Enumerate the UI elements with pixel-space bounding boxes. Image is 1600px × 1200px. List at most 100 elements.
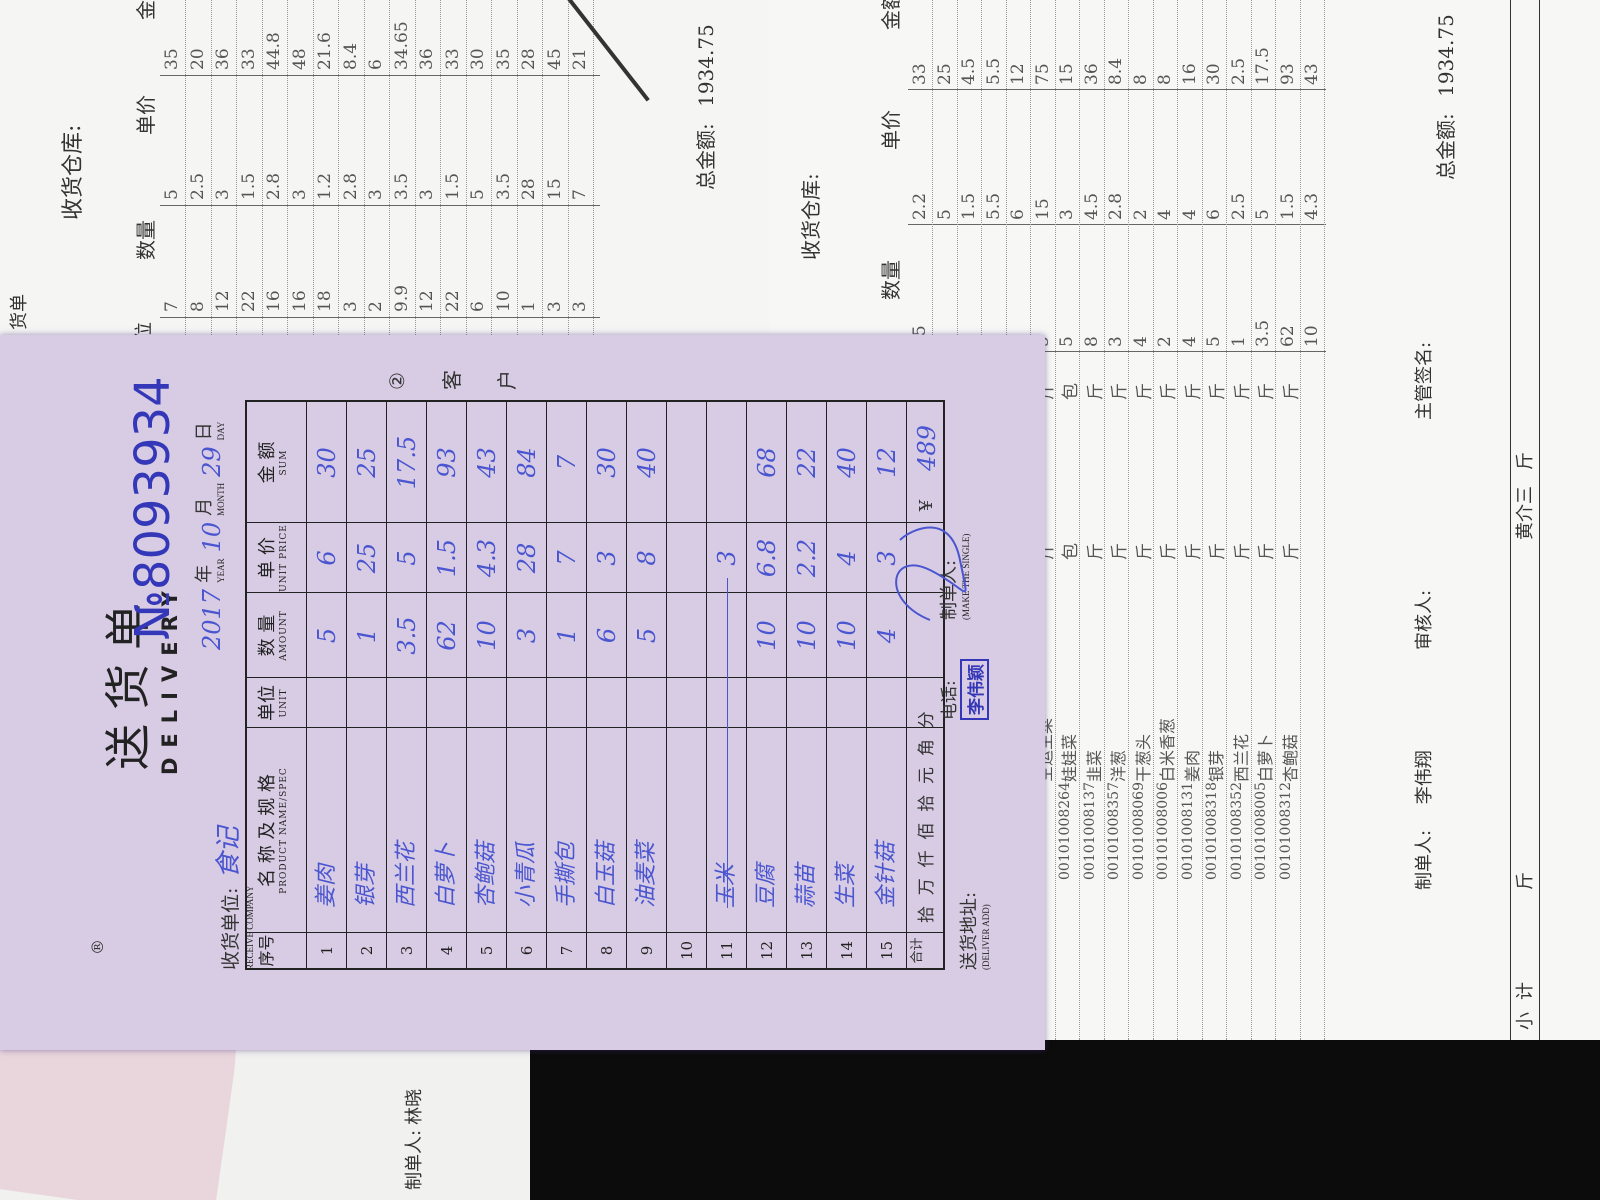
right-maker-label: 制单人: bbox=[1414, 829, 1435, 890]
left-row-price: 3 bbox=[417, 189, 437, 200]
row-no: 12 bbox=[758, 940, 776, 961]
row-sum: 25 bbox=[353, 447, 381, 478]
right-row-qty: 4 bbox=[1179, 336, 1200, 347]
address-label: 送货地址: bbox=[959, 891, 980, 970]
right-row-code: 00101008264 bbox=[1057, 782, 1073, 880]
table-row: 9 油麦菜 5 8 40 bbox=[627, 402, 667, 968]
left-row-divider bbox=[593, 0, 594, 340]
right-row-unit-2: 斤 bbox=[1257, 383, 1277, 400]
row-name: 蒜苗 bbox=[794, 863, 819, 908]
lower-maker: 制单人: 林晓 bbox=[400, 1089, 426, 1190]
left-row-price: 15 bbox=[544, 178, 565, 200]
right-maker: 制单人: 李伟翔 bbox=[1410, 750, 1436, 890]
right-row-code: 00101008131 bbox=[1179, 782, 1196, 880]
left-row-amount: 8.4 bbox=[340, 42, 361, 70]
right-row-price: 3 bbox=[1057, 209, 1077, 220]
table-row: 12 豆腐 10 6.8 68 bbox=[747, 402, 787, 968]
row-qty: 62 bbox=[433, 620, 461, 651]
left-row-amount: 21 bbox=[570, 48, 590, 70]
right-row-unit: 斤 bbox=[1134, 543, 1155, 560]
header-price: 单 价 UNIT PRICE bbox=[257, 524, 289, 592]
table-row: 4 白萝卜 62 1.5 93 bbox=[427, 402, 467, 968]
left-row-qty: 16 bbox=[264, 290, 284, 312]
row-sum: 84 bbox=[513, 447, 541, 478]
right-row-price: 2.8 bbox=[1106, 192, 1126, 220]
right-header-amount: 金额 bbox=[879, 0, 903, 30]
left-row-price: 3 bbox=[289, 189, 310, 200]
right-row-amount: 16 bbox=[1179, 63, 1200, 85]
right-row-unit: 斤 bbox=[1208, 543, 1228, 560]
footer-ji: 计 bbox=[1515, 982, 1536, 1000]
right-row-qty: 1 bbox=[1228, 336, 1249, 347]
right-row-price: 4.5 bbox=[1081, 192, 1102, 220]
row-sum bbox=[667, 402, 707, 523]
left-row-divider bbox=[338, 0, 339, 340]
row-price: 2.2 bbox=[793, 538, 821, 578]
right-row-unit: 斤 bbox=[1159, 543, 1179, 560]
header-name: 名 称 及 规 格 PRODUCT NAME/SPEC bbox=[257, 767, 289, 894]
slip-date: 2017 年 YEAR 10 月 MONTH 29 日 DAY bbox=[190, 422, 226, 650]
right-row-qty: 3.5 bbox=[1253, 319, 1273, 347]
left-row-amount: 33 bbox=[238, 48, 259, 70]
right-row-qty: 5 bbox=[1204, 336, 1224, 347]
right-total-value: 1934.75 bbox=[1434, 14, 1458, 97]
right-row-divider bbox=[1226, 0, 1227, 1040]
right-row-price: 4.3 bbox=[1302, 192, 1322, 220]
right-row-amount: 75 bbox=[1032, 63, 1053, 85]
left-row-qty: 2 bbox=[366, 301, 386, 312]
right-row-name: 西兰花 bbox=[1231, 733, 1251, 782]
left-row-price: 3 bbox=[213, 189, 233, 200]
right-row-unit-2: 斤 bbox=[1159, 383, 1179, 400]
left-header-qty: 数量 bbox=[134, 220, 158, 260]
left-warehouse-label: 收货仓库: bbox=[61, 124, 86, 220]
left-row-amount: 34.65 bbox=[391, 21, 412, 70]
row-no: 3 bbox=[398, 945, 416, 956]
footer-unit-2: 斤 bbox=[1515, 452, 1536, 470]
left-row-price: 1.5 bbox=[238, 172, 259, 200]
left-row-amount: 33 bbox=[442, 48, 463, 70]
right-row-amount: 17.5 bbox=[1253, 47, 1273, 85]
left-row-divider bbox=[312, 0, 314, 340]
date-day-label: 日 DAY bbox=[194, 421, 226, 441]
address-en: (DELIVER ADD) bbox=[981, 904, 991, 970]
left-row-qty: 8 bbox=[187, 301, 208, 312]
right-row-code: 00101008006 bbox=[1155, 782, 1171, 880]
footer-name: 黄介三 bbox=[1515, 486, 1536, 540]
left-row-price: 2.8 bbox=[340, 172, 361, 200]
footer-unit: 斤 bbox=[1515, 872, 1536, 890]
row-no: 4 bbox=[438, 945, 456, 956]
row-name: 白萝卜 bbox=[434, 841, 459, 908]
row-no: 13 bbox=[798, 940, 816, 961]
row-sum: 40 bbox=[833, 447, 861, 478]
right-row-divider bbox=[1275, 0, 1276, 1040]
row-no: 15 bbox=[878, 940, 896, 961]
table-row: 3 西兰花 3.5 5 17.5 bbox=[387, 402, 427, 968]
table-row: 1 姜肉 5 6 30 bbox=[307, 402, 347, 968]
right-row-amount: 8 bbox=[1155, 74, 1175, 85]
right-row-amount: 93 bbox=[1277, 63, 1298, 85]
table-row: 8 白玉菇 6 3 30 bbox=[587, 402, 627, 968]
supervisor-label: 主管签名: bbox=[1414, 341, 1435, 420]
row-qty: 10 bbox=[793, 620, 821, 651]
left-row-price: 3.5 bbox=[493, 172, 514, 200]
left-row-price: 3 bbox=[366, 189, 386, 200]
left-total-label: 总金额: bbox=[694, 123, 718, 190]
table-row: 6 小青瓜 3 28 84 bbox=[507, 402, 547, 968]
left-row-qty: 9.9 bbox=[391, 284, 412, 312]
row-price: 5 bbox=[393, 550, 421, 566]
row-qty: 10 bbox=[753, 620, 781, 651]
row-sum: 93 bbox=[433, 447, 461, 478]
table-row: 10 bbox=[667, 402, 707, 968]
right-row-amount: 30 bbox=[1204, 63, 1224, 85]
table-row: 7 手撕包 1 7 7 bbox=[547, 402, 587, 968]
right-row-price: 5 bbox=[1253, 209, 1273, 220]
left-row-amount: 48 bbox=[289, 48, 310, 70]
right-row-divider bbox=[1103, 0, 1105, 1040]
left-row-divider bbox=[516, 0, 518, 340]
left-row-divider bbox=[363, 0, 365, 340]
right-row-amount: 12 bbox=[1008, 63, 1028, 85]
deliver-address: 送货地址: (DELIVER ADD) bbox=[955, 892, 991, 970]
row-no: 2 bbox=[358, 945, 376, 956]
right-row-divider bbox=[1177, 0, 1178, 1040]
